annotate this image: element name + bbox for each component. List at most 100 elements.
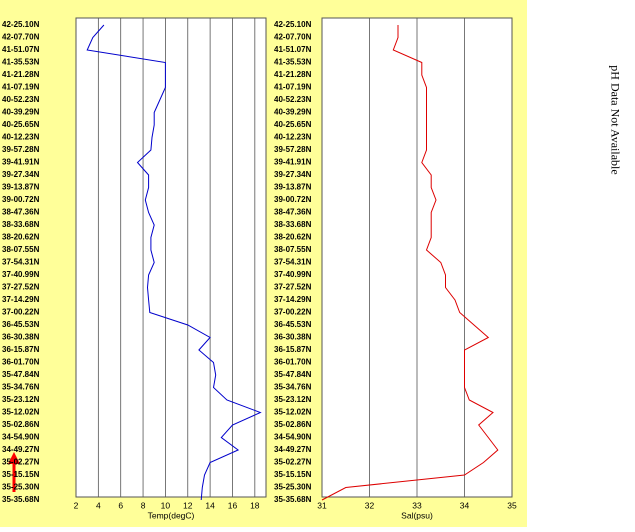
x-tick-label: 34 bbox=[460, 500, 470, 510]
y-tick-label: 36-30.38N bbox=[274, 333, 312, 342]
x-tick-label: 14 bbox=[205, 500, 215, 510]
y-tick-label: 36-01.70N bbox=[2, 358, 40, 367]
x-axis-label: Sal(psu) bbox=[401, 510, 433, 520]
y-tick-label: 41-07.19N bbox=[2, 83, 40, 92]
y-tick-label: 38-20.62N bbox=[274, 233, 312, 242]
y-tick-label: 40-25.65N bbox=[2, 120, 40, 129]
y-tick-label: 38-07.55N bbox=[2, 245, 40, 254]
y-tick-label: 38-20.62N bbox=[2, 233, 40, 242]
y-tick-label: 41-51.07N bbox=[2, 45, 40, 54]
y-tick-label: 36-45.53N bbox=[274, 320, 312, 329]
x-tick-label: 12 bbox=[183, 500, 193, 510]
x-tick-label: 10 bbox=[161, 500, 171, 510]
y-tick-label: 40-52.23N bbox=[274, 95, 312, 104]
x-tick-label: 18 bbox=[250, 500, 260, 510]
y-tick-label: 37-00.22N bbox=[2, 308, 40, 317]
y-tick-label: 39-00.72N bbox=[2, 195, 40, 204]
y-tick-label: 40-12.23N bbox=[2, 133, 40, 142]
y-tick-label: 37-14.29N bbox=[274, 295, 312, 304]
y-tick-label: 37-27.52N bbox=[2, 283, 40, 292]
y-tick-label: 38-47.36N bbox=[2, 208, 40, 217]
y-tick-label: 39-57.28N bbox=[274, 145, 312, 154]
y-tick-label: 37-54.31N bbox=[2, 258, 40, 267]
y-tick-label: 35-02.86N bbox=[2, 420, 40, 429]
x-tick-label: 4 bbox=[96, 500, 101, 510]
note: pH Data Not Available bbox=[608, 65, 622, 174]
y-tick-label: 37-27.52N bbox=[274, 283, 312, 292]
y-tick-label: 42-25.10N bbox=[274, 20, 312, 29]
x-tick-label: 33 bbox=[412, 500, 422, 510]
y-tick-label: 35-47.84N bbox=[2, 370, 40, 379]
y-tick-label: 35-34.76N bbox=[2, 383, 40, 392]
y-tick-label: 40-52.23N bbox=[2, 95, 40, 104]
y-tick-label: 38-33.68N bbox=[2, 220, 40, 229]
data-line bbox=[86, 24, 262, 501]
y-tick-label: 42-25.10N bbox=[2, 20, 40, 29]
y-tick-label: 35-02.27N bbox=[274, 458, 312, 467]
y-tick-label: 35-12.02N bbox=[274, 408, 312, 417]
y-tick-label: 39-00.72N bbox=[274, 195, 312, 204]
y-tick-label: 39-27.34N bbox=[274, 170, 312, 179]
x-tick-label: 35 bbox=[507, 500, 517, 510]
y-tick-label: 36-15.87N bbox=[274, 345, 312, 354]
y-tick-label: 35-23.12N bbox=[2, 395, 40, 404]
y-tick-label: 34-49.27N bbox=[2, 445, 40, 454]
y-tick-label: 41-35.53N bbox=[274, 58, 312, 67]
y-tick-label: 34-54.90N bbox=[2, 433, 40, 442]
x-tick-label: 31 bbox=[317, 500, 327, 510]
y-tick-label: 35-35.68N bbox=[2, 495, 40, 504]
y-tick-label: 40-39.29N bbox=[274, 108, 312, 117]
y-tick-label: 35-35.68N bbox=[274, 495, 312, 504]
y-tick-label: 39-41.91N bbox=[274, 158, 312, 167]
data-line bbox=[321, 25, 499, 501]
arrow-head bbox=[8, 452, 20, 464]
y-tick-label: 37-40.99N bbox=[2, 270, 40, 279]
y-tick-label: 42-07.70N bbox=[2, 33, 40, 42]
y-tick-label: 38-47.36N bbox=[274, 208, 312, 217]
y-tick-label: 40-25.65N bbox=[274, 120, 312, 129]
y-tick-label: 39-13.87N bbox=[274, 183, 312, 192]
y-tick-label: 40-12.23N bbox=[274, 133, 312, 142]
y-tick-label: 35-02.86N bbox=[274, 420, 312, 429]
y-tick-label: 35-02.27N bbox=[2, 458, 40, 467]
y-tick-label: 35-25.30N bbox=[274, 483, 312, 492]
y-tick-label: 41-35.53N bbox=[2, 58, 40, 67]
y-tick-label: 39-57.28N bbox=[2, 145, 40, 154]
y-tick-label: 35-47.84N bbox=[274, 370, 312, 379]
y-tick-label: 37-54.31N bbox=[274, 258, 312, 267]
y-tick-label: 38-07.55N bbox=[274, 245, 312, 254]
y-tick-label: 35-34.76N bbox=[274, 383, 312, 392]
y-tick-label: 35-15.15N bbox=[274, 470, 312, 479]
y-tick-label: 35-25.30N bbox=[2, 483, 40, 492]
y-tick-label: 36-15.87N bbox=[2, 345, 40, 354]
y-tick-label: 34-54.90N bbox=[274, 433, 312, 442]
y-tick-label: 37-00.22N bbox=[274, 308, 312, 317]
y-tick-label: 35-15.15N bbox=[2, 470, 40, 479]
y-tick-label: 42-07.70N bbox=[274, 33, 312, 42]
y-tick-label: 41-07.19N bbox=[274, 83, 312, 92]
x-tick-label: 8 bbox=[141, 500, 146, 510]
y-tick-label: 39-41.91N bbox=[2, 158, 40, 167]
y-tick-label: 37-40.99N bbox=[274, 270, 312, 279]
x-tick-label: 6 bbox=[118, 500, 123, 510]
y-tick-label: 41-51.07N bbox=[274, 45, 312, 54]
y-tick-label: 37-14.29N bbox=[2, 295, 40, 304]
x-tick-label: 16 bbox=[228, 500, 238, 510]
y-tick-label: 39-13.87N bbox=[2, 183, 40, 192]
x-tick-label: 32 bbox=[365, 500, 375, 510]
y-tick-label: 35-12.02N bbox=[2, 408, 40, 417]
y-tick-label: 36-30.38N bbox=[2, 333, 40, 342]
y-tick-label: 41-21.28N bbox=[274, 70, 312, 79]
y-tick-label: 36-45.53N bbox=[2, 320, 40, 329]
y-tick-label: 36-01.70N bbox=[274, 358, 312, 367]
y-tick-label: 41-21.28N bbox=[2, 70, 40, 79]
y-tick-label: 34-49.27N bbox=[274, 445, 312, 454]
y-tick-label: 40-39.29N bbox=[2, 108, 40, 117]
y-tick-label: 39-27.34N bbox=[2, 170, 40, 179]
y-tick-label: 38-33.68N bbox=[274, 220, 312, 229]
x-axis-label: Temp(degC) bbox=[148, 510, 195, 520]
plot-area bbox=[75, 17, 267, 498]
x-tick-label: 2 bbox=[74, 500, 79, 510]
y-tick-label: 35-23.12N bbox=[274, 395, 312, 404]
